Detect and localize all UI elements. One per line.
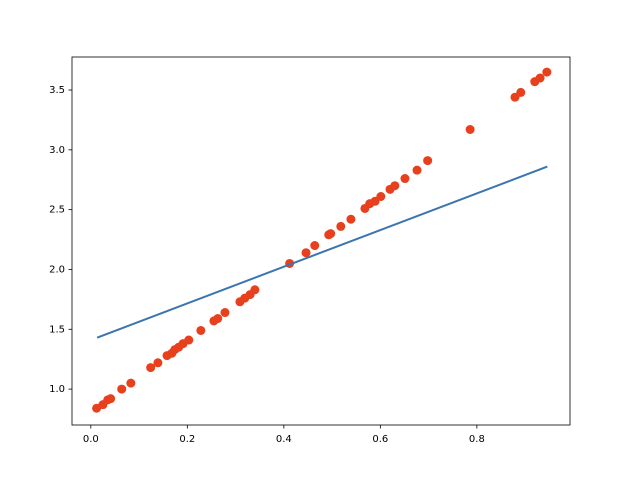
scatter-point: [146, 363, 156, 373]
scatter-point: [376, 191, 386, 201]
scatter-point: [423, 156, 433, 166]
scatter-point: [465, 124, 475, 134]
scatter-point: [390, 181, 400, 191]
y-tick-label: 2.0: [49, 264, 65, 275]
line: [96, 165, 548, 339]
scatter-point: [346, 214, 356, 224]
scatter-point: [535, 73, 545, 83]
scatter-point: [196, 325, 206, 335]
x-tick-label: 0.2: [179, 434, 195, 445]
scatter-point: [220, 308, 230, 318]
y-tick-label: 3.5: [49, 85, 65, 96]
scatter-point: [516, 87, 526, 97]
y-tick-label: 2.5: [49, 205, 65, 216]
y-tick-label: 1.0: [49, 384, 65, 395]
x-tick-label: 0.6: [372, 434, 388, 445]
x-tick-label: 0.8: [469, 434, 485, 445]
scatter-point: [310, 241, 320, 251]
scatter-point: [250, 285, 260, 295]
scatter-point: [106, 394, 116, 404]
plot-frame: [71, 56, 571, 426]
scatter-point: [117, 384, 127, 394]
scatter-point: [326, 229, 336, 239]
scatter-point: [126, 378, 136, 388]
y-tick-label: 3.0: [49, 145, 65, 156]
scatter-point: [542, 67, 552, 77]
scatter-point: [412, 165, 422, 175]
y-tick-label: 1.5: [49, 324, 65, 335]
scatter-point: [213, 314, 223, 324]
scatter-point: [400, 174, 410, 184]
scatter-point: [184, 335, 194, 345]
scatter-point: [301, 248, 311, 258]
x-tick-label: 0.4: [276, 434, 292, 445]
scatter-point: [336, 221, 346, 231]
scatter-point: [153, 358, 163, 368]
x-tick-label: 0.0: [83, 434, 99, 445]
